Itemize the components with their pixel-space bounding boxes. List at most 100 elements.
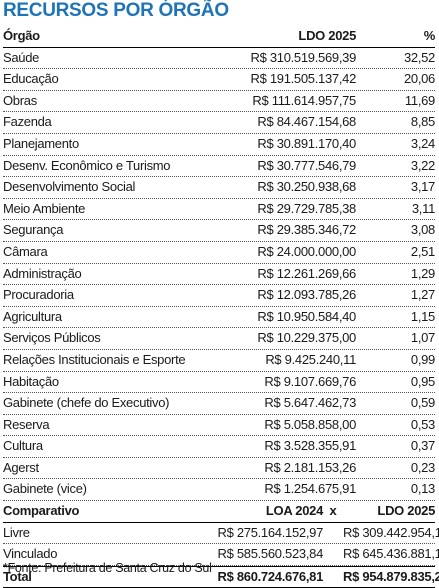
pct-value: 3,22 xyxy=(410,157,435,173)
orgao-name: Desenvolvimento Social xyxy=(3,179,136,195)
orgao-name: Agricultura xyxy=(3,308,62,324)
comparativo-name: Livre xyxy=(3,524,30,540)
resources-table: Órgão LDO 2025 % Saúde R$ 310.519.569,39 3… xyxy=(3,26,439,588)
ldo-2025-value: R$ 5.058.858,00 xyxy=(264,416,356,432)
header-pct: % xyxy=(423,28,436,43)
table-row: Agerst R$ 2.181.153,26 0,23 xyxy=(3,458,435,480)
table-row: Meio Ambiente R$ 29.729.785,38 3,11 xyxy=(3,199,435,221)
pct-value: 20,06 xyxy=(403,71,435,87)
pct-value: 0,99 xyxy=(410,351,435,367)
ldo-2025-value: R$ 310.519.569,39 xyxy=(250,49,357,65)
header-loa-2024: LOA 2024 xyxy=(265,503,323,519)
header-orgao: Órgão xyxy=(3,28,40,43)
orgao-name: Gabinete (chefe do Executivo) xyxy=(3,395,170,411)
total-ldo-2025: R$ 954.879.835,21 xyxy=(343,568,439,584)
table-row: Agricultura R$ 10.950.584,40 1,15 xyxy=(3,307,435,329)
pct-value: 11,69 xyxy=(404,92,435,108)
orgao-name: Saúde xyxy=(3,49,40,65)
pct-value: 0,23 xyxy=(410,459,435,475)
orgao-name: Relações Institucionais e Esporte xyxy=(3,351,186,367)
comparativo-name: Vinculado xyxy=(3,546,58,562)
ldo-2025-value: R$ 2.181.153,26 xyxy=(264,459,356,475)
table-row: Desenvolvimento Social R$ 30.250.938,68 3,… xyxy=(3,177,435,199)
orgao-name: Reserva xyxy=(3,416,50,432)
table-row: Gabinete (chefe do Executivo) R$ 5.647.46… xyxy=(3,393,435,415)
table-row: Gabinete (vice) R$ 1.254.675,91 0,13 xyxy=(3,479,435,502)
pct-value: 1,27 xyxy=(410,287,435,303)
comparativo-row: Livre R$ 275.164.152,97 R$ 309.442.954,11 xyxy=(3,523,439,545)
ldo-2025-value: R$ 30.891.170,40 xyxy=(257,135,356,151)
table-row: Desenv. Econômico e Turismo R$ 30.777.546… xyxy=(3,156,435,178)
ldo-2025-value: R$ 9.107.669,76 xyxy=(264,373,356,389)
pct-value: 0,59 xyxy=(410,395,435,411)
orgao-name: Planejamento xyxy=(3,135,79,151)
ldo-2025-value: R$ 12.093.785,26 xyxy=(257,287,356,303)
ldo-2025-value: R$ 10.950.584,40 xyxy=(257,308,356,324)
total-loa-2024: R$ 860.724.676,81 xyxy=(217,568,324,584)
pct-value: 1,29 xyxy=(410,265,435,281)
ldo-2025-value: R$ 645.436.881,10 xyxy=(343,546,439,562)
loa-2024-value: R$ 585.560.523,84 xyxy=(217,546,324,562)
ldo-2025-value: R$ 309.442.954,11 xyxy=(343,524,439,540)
header-separator: x xyxy=(329,503,337,519)
pct-value: 1,07 xyxy=(410,330,435,346)
orgao-name: Segurança xyxy=(3,222,64,238)
header-ldo-2025: LDO 2025 xyxy=(298,28,356,43)
pct-value: 2,51 xyxy=(410,243,435,259)
table-row: Planejamento R$ 30.891.170,40 3,24 xyxy=(3,134,435,156)
pct-value: 3,11 xyxy=(411,200,435,216)
ldo-2025-value: R$ 10.229.375,00 xyxy=(257,330,356,346)
orgao-name: Procuradoria xyxy=(3,287,74,303)
table-row: Habitação R$ 9.107.669,76 0,95 xyxy=(3,372,435,394)
pct-value: 0,37 xyxy=(410,438,435,454)
table-row: Serviços Públicos R$ 10.229.375,00 1,07 xyxy=(3,328,435,350)
loa-2024-value: R$ 275.164.152,97 xyxy=(217,524,324,540)
ldo-2025-value: R$ 29.385.346,72 xyxy=(257,222,356,238)
table-row: Obras R$ 111.614.957,75 11,69 xyxy=(3,91,435,113)
orgao-name: Cultura xyxy=(3,438,43,454)
table-row: Procuradoria R$ 12.093.785,26 1,27 xyxy=(3,285,435,307)
table-row: Educação R$ 191.505.137,42 20,06 xyxy=(3,69,435,91)
total-label: Total xyxy=(3,568,32,584)
pct-value: 0,53 xyxy=(410,416,435,432)
table-row: Relações Institucionais e Esporte R$ 9.42… xyxy=(3,350,435,372)
orgao-name: Fazenda xyxy=(3,114,52,130)
orgao-name: Gabinete (vice) xyxy=(3,481,87,497)
orgao-name: Administração xyxy=(3,265,82,281)
table-header: Órgão LDO 2025 % xyxy=(3,26,435,48)
pct-value: 1,15 xyxy=(410,308,435,324)
ldo-2025-value: R$ 24.000.000,00 xyxy=(257,243,356,259)
ldo-2025-value: R$ 30.250.938,68 xyxy=(257,179,356,195)
orgao-name: Agerst xyxy=(3,459,39,475)
pct-value: 0,13 xyxy=(410,481,435,497)
orgao-name: Meio Ambiente xyxy=(3,200,86,216)
table-row: Segurança R$ 29.385.346,72 3,08 xyxy=(3,220,435,242)
ldo-2025-value: R$ 12.261.269,66 xyxy=(257,265,356,281)
ldo-2025-value: R$ 84.467.154,68 xyxy=(257,114,356,130)
pct-value: 8,85 xyxy=(410,114,435,130)
pct-value: 32,52 xyxy=(403,49,435,65)
table-row: Reserva R$ 5.058.858,00 0,53 xyxy=(3,415,435,437)
orgao-name: Desenv. Econômico e Turismo xyxy=(3,157,171,173)
table-row: Administração R$ 12.261.269,66 1,29 xyxy=(3,264,435,286)
orgao-name: Câmara xyxy=(3,243,48,259)
pct-value: 3,17 xyxy=(410,179,435,195)
table-row: Câmara R$ 24.000.000,00 2,51 xyxy=(3,242,435,264)
ldo-2025-value: R$ 1.254.675,91 xyxy=(264,481,356,497)
total-row: Total R$ 860.724.676,81 R$ 954.879.835,2… xyxy=(3,565,439,588)
ldo-2025-value: R$ 30.777.546,79 xyxy=(257,157,356,173)
orgao-name: Obras xyxy=(3,92,37,108)
ldo-2025-value: R$ 5.647.462,73 xyxy=(264,395,356,411)
orgao-name: Educação xyxy=(3,71,59,87)
ldo-2025-value: R$ 3.528.355,91 xyxy=(264,438,356,454)
header-ldo-2025-cmp: LDO 2025 xyxy=(377,503,435,519)
ldo-2025-value: R$ 191.505.137,42 xyxy=(250,71,357,87)
ldo-2025-value: R$ 29.729.785,38 xyxy=(257,200,356,216)
table-row: Saúde R$ 310.519.569,39 32,52 xyxy=(3,48,435,70)
pct-value: 3,08 xyxy=(410,222,435,238)
ldo-2025-value: R$ 111.614.957,75 xyxy=(252,92,356,108)
pct-value: 3,24 xyxy=(410,135,435,151)
ldo-2025-value: R$ 9.425.240,11 xyxy=(265,351,356,367)
source-note: *Fonte: Prefeitura de Santa Cruz do Sul xyxy=(3,561,212,575)
table-row: Fazenda R$ 84.467.154,68 8,85 xyxy=(3,112,435,134)
